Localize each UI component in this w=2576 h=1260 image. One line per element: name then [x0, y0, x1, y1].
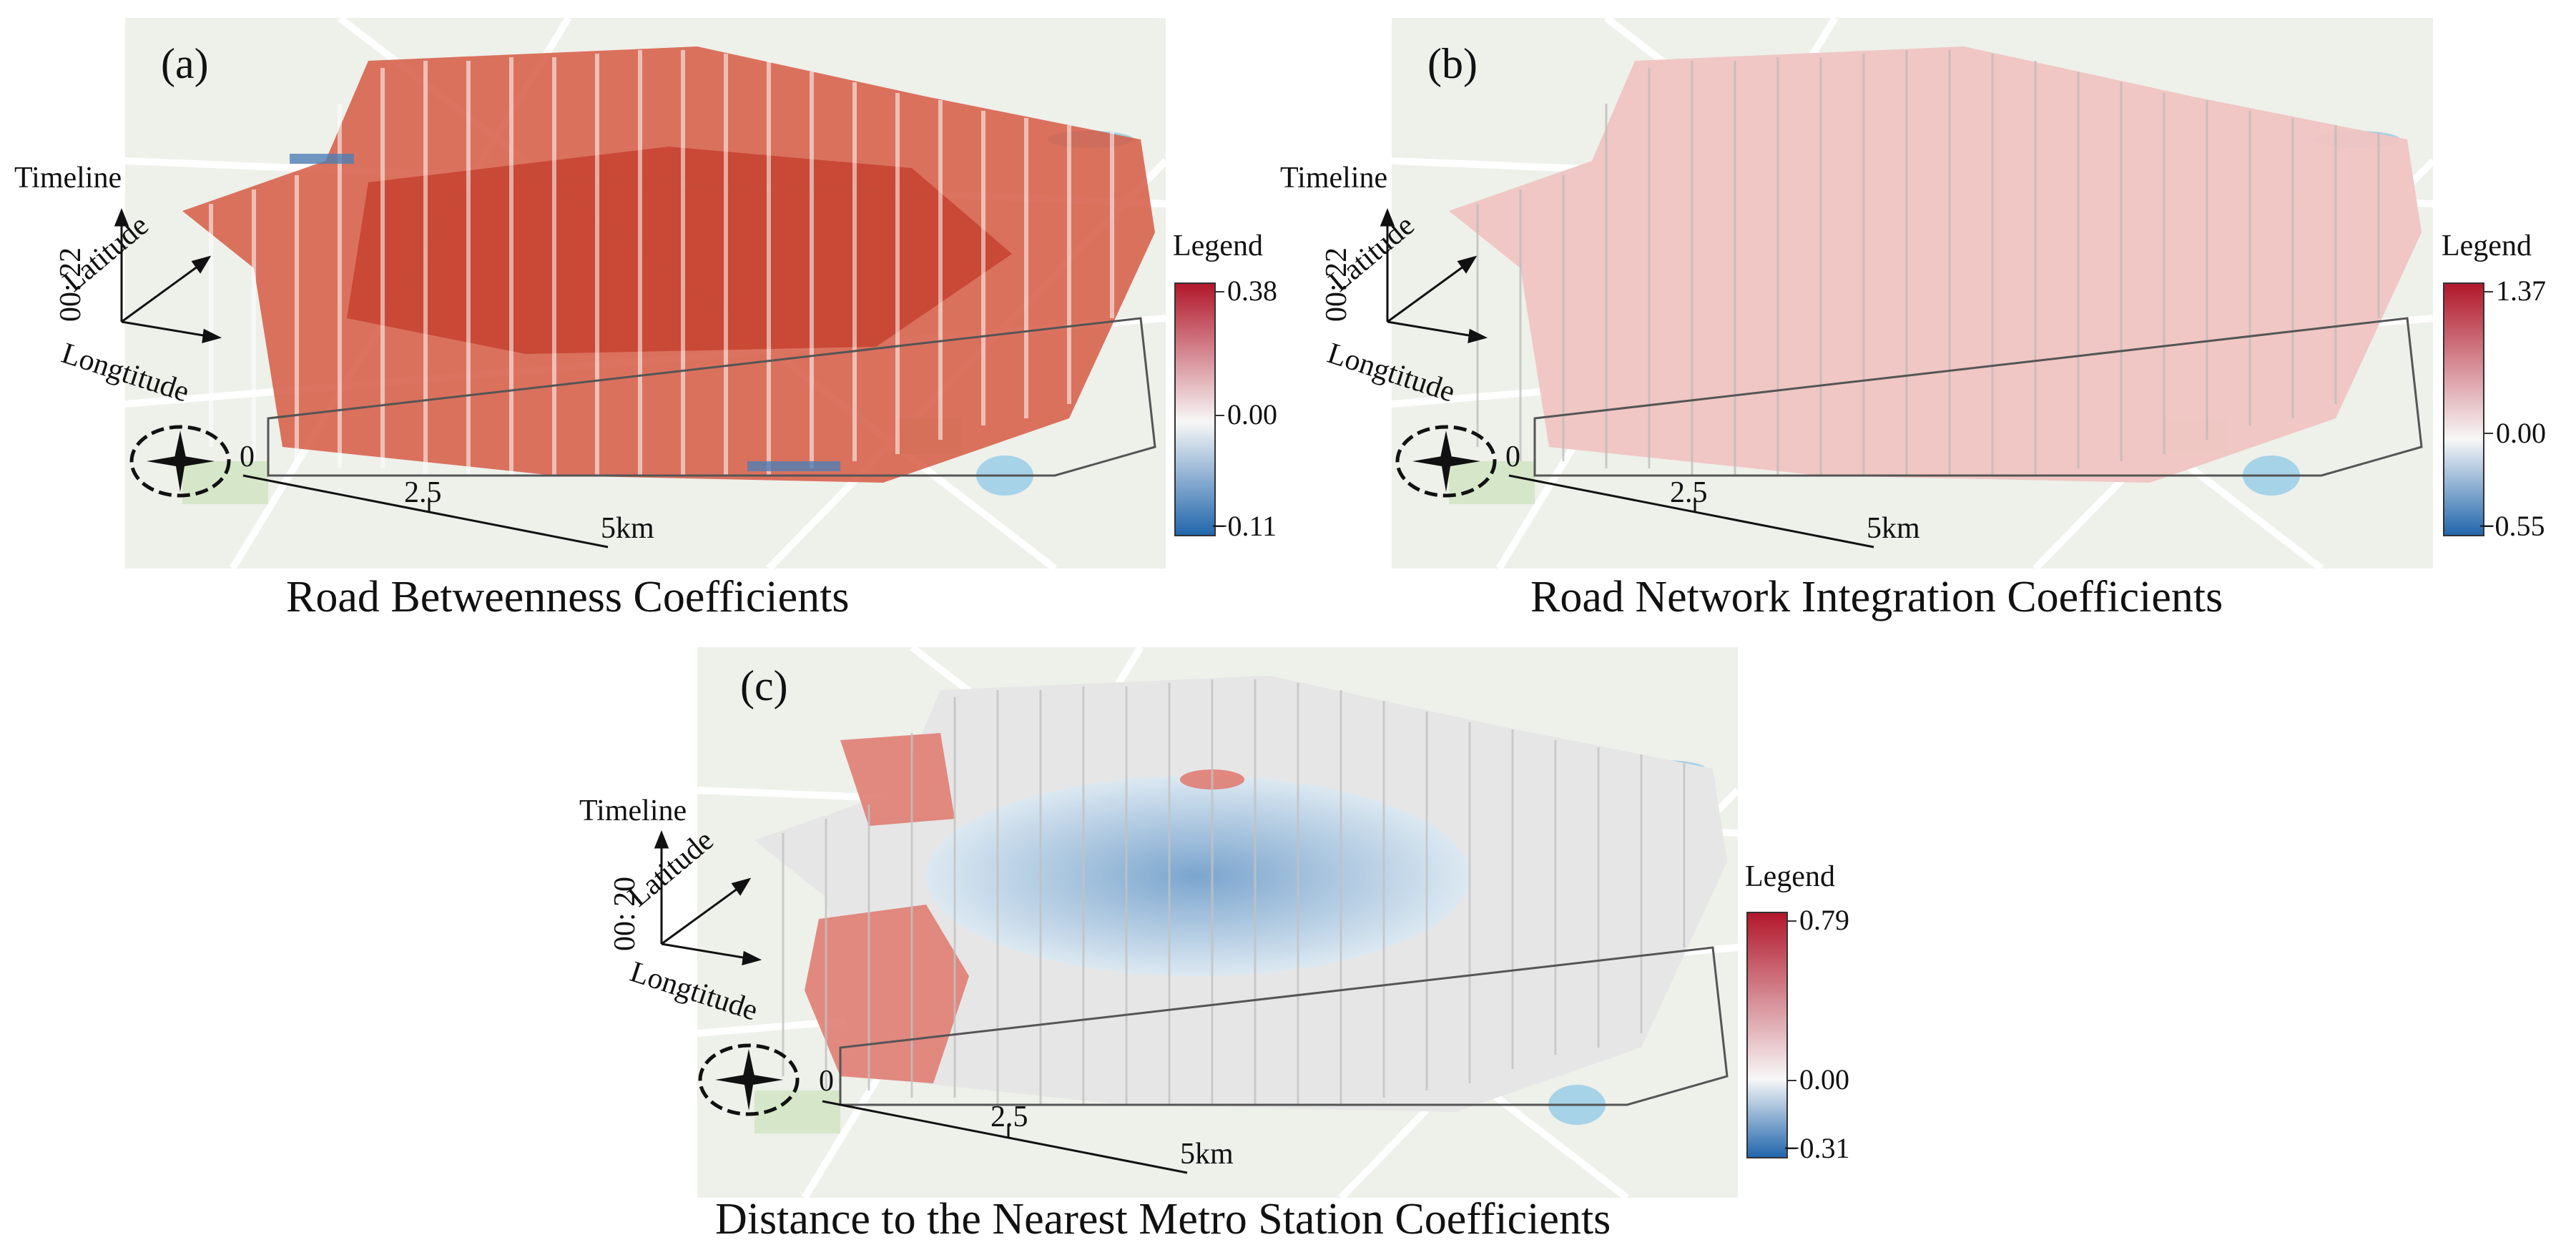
legend-max-b: 1.37 — [2496, 275, 2546, 307]
legend-max-a: 0.38 — [1227, 275, 1277, 307]
panel-c: (c) Timeline 00: 20 Latitude Longtitude … — [572, 636, 1931, 1260]
panel-label-a: (a) — [161, 40, 209, 87]
scale-0-b: 0 — [1505, 440, 1520, 473]
legend-mid-b: 0.00 — [2496, 417, 2546, 449]
map-b-graphic — [1392, 18, 2433, 569]
panel-label-c: (c) — [740, 662, 788, 709]
scale-bar-a — [242, 474, 609, 548]
legend-title-a: Legend — [1173, 230, 1263, 262]
scale-end-c: 5km — [1180, 1138, 1234, 1171]
compass-icon — [129, 425, 231, 498]
map-a-graphic — [125, 18, 1166, 569]
legend-min-b: −0.55 — [2479, 510, 2545, 542]
panel-a: (a) Timeline 00: 22 Latitude Longtitude … — [0, 0, 1287, 636]
legend-min-c: −0.31 — [1784, 1132, 1850, 1164]
scale-mid-b: 2.5 — [1670, 476, 1708, 509]
legend-colorbar-b — [2443, 282, 2484, 536]
legend-min-a: −0.11 — [1211, 510, 1277, 542]
axes-a — [114, 207, 222, 344]
scale-end-b: 5km — [1867, 512, 1920, 545]
scale-bar-b — [1508, 474, 1874, 548]
legend-colorbar-a — [1174, 282, 1216, 536]
legend-mid-c: 0.00 — [1799, 1063, 1849, 1096]
timeline-label-b: Timeline — [1280, 162, 1388, 195]
caption-a: Road Betweenness Coefficients — [286, 573, 850, 621]
map-b — [1392, 18, 2433, 569]
caption-c: Distance to the Nearest Metro Station Co… — [715, 1195, 1611, 1244]
caption-b: Road Network Integration Coefficients — [1530, 573, 2223, 621]
scale-mid-a: 2.5 — [404, 476, 442, 509]
scale-bar-c — [822, 1100, 1188, 1174]
compass-icon — [1395, 425, 1497, 498]
panel-b: (b) Timeline 00: 22 Latitude Longtitude … — [1280, 0, 2576, 636]
timeline-label-a: Timeline — [14, 162, 122, 195]
legend-title-c: Legend — [1745, 860, 1835, 893]
legend-mid-a: 0.00 — [1227, 398, 1277, 430]
scale-0-a: 0 — [240, 440, 255, 473]
scale-end-a: 5km — [601, 512, 654, 545]
map-a — [125, 18, 1166, 569]
map-c-graphic — [697, 647, 1738, 1198]
legend-max-c: 0.79 — [1799, 904, 1849, 936]
timeline-label-c: Timeline — [579, 794, 687, 827]
legend-title-b: Legend — [2442, 230, 2532, 262]
negative-zone-c — [926, 776, 1470, 976]
panel-label-b: (b) — [1427, 40, 1478, 87]
axes-c — [654, 830, 762, 966]
axes-b — [1380, 207, 1488, 344]
compass-icon — [698, 1043, 800, 1116]
scale-0-c: 0 — [819, 1065, 834, 1098]
map-c — [697, 647, 1738, 1198]
legend-colorbar-c — [1746, 912, 1788, 1158]
scale-mid-c: 2.5 — [990, 1101, 1028, 1133]
